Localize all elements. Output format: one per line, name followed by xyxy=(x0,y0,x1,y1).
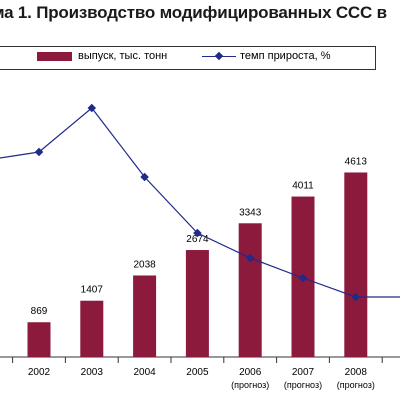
legend-bar-label: выпуск, тыс. тонн xyxy=(78,50,168,62)
growth-rate-marker xyxy=(351,292,361,302)
x-tick-sublabel: (прогноз) xyxy=(231,380,269,390)
growth-rate-marker xyxy=(87,103,97,113)
bar-data-label: 2674 xyxy=(186,234,209,245)
growth-rate-marker xyxy=(193,228,202,238)
legend-item-output: выпуск, тыс. тонн xyxy=(37,50,167,62)
bar xyxy=(344,172,368,357)
x-tick-label: 2008 xyxy=(345,367,368,378)
legend-bar-swatch xyxy=(37,51,72,61)
growth-rate-marker xyxy=(245,253,255,263)
bar xyxy=(238,223,262,357)
x-tick-label: 2006 xyxy=(239,367,262,378)
chart-title: ма 1. Производство модифицированных ССС … xyxy=(0,3,387,22)
growth-rate-marker xyxy=(140,172,149,182)
legend: выпуск, тыс. тонн темп прироста, % xyxy=(0,46,376,70)
legend-item-growth-rate: темп прироста, % xyxy=(202,50,331,62)
bar-data-label: 2038 xyxy=(133,259,156,270)
bar-data-label: 1407 xyxy=(81,285,104,296)
bar-data-label: 869 xyxy=(31,306,48,317)
x-tick-label: 2007 xyxy=(292,367,315,378)
bar-data-label: 3343 xyxy=(239,207,262,218)
bar-data-label: 4613 xyxy=(345,156,368,167)
bar-data-label: 4011 xyxy=(292,181,314,192)
legend-line-swatch xyxy=(202,52,236,61)
x-tick-label: 2005 xyxy=(186,367,209,378)
x-tick-label: 2003 xyxy=(81,367,104,378)
x-tick-label: 2002 xyxy=(28,367,51,378)
legend-line-label: темп прироста, % xyxy=(240,50,331,62)
x-tick-label: 2004 xyxy=(133,367,156,378)
bar xyxy=(133,275,157,357)
bar xyxy=(27,322,51,357)
bar xyxy=(185,250,209,357)
growth-rate-marker xyxy=(298,273,308,283)
x-tick-sublabel: (прогноз) xyxy=(337,380,375,390)
x-tick-sublabel: (прогноз) xyxy=(284,380,322,390)
bar xyxy=(80,300,104,357)
growth-rate-marker xyxy=(34,147,44,157)
